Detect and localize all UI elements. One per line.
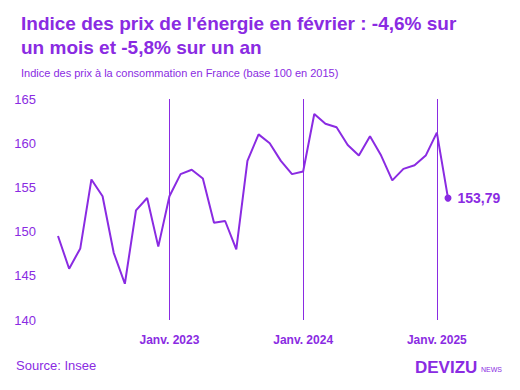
svg-text:Indice des prix de l'énergie e: Indice des prix de l'énergie en février … (21, 13, 462, 34)
svg-text:140: 140 (14, 313, 36, 328)
svg-text:Janv. 2023: Janv. 2023 (140, 333, 200, 347)
svg-text:155: 155 (14, 180, 36, 195)
svg-text:165: 165 (14, 92, 36, 107)
svg-text:NEWS: NEWS (481, 366, 502, 373)
svg-text:145: 145 (14, 268, 36, 283)
svg-text:160: 160 (14, 136, 36, 151)
svg-text:Janv. 2025: Janv. 2025 (407, 333, 467, 347)
svg-text:Janv. 2024: Janv. 2024 (273, 333, 333, 347)
svg-text:Indice des prix à la consommat: Indice des prix à la consommation en Fra… (21, 67, 338, 79)
svg-text:150: 150 (14, 224, 36, 239)
svg-text:un mois et -5,8% sur un an: un mois et -5,8% sur un an (21, 37, 262, 58)
svg-text:153,79: 153,79 (458, 190, 501, 206)
svg-text:DEVIZU: DEVIZU (415, 358, 477, 377)
svg-text:Source: Insee: Source: Insee (16, 358, 96, 373)
